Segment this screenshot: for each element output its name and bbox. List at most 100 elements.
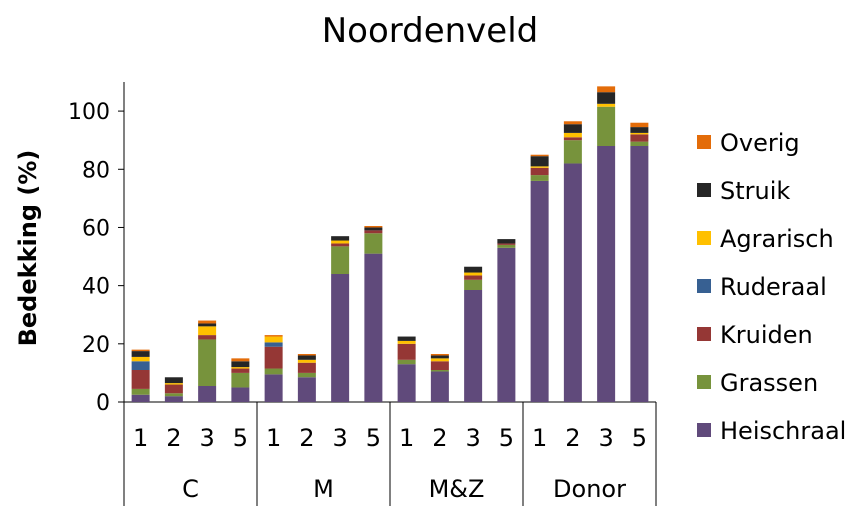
bar-segment-struik [597,92,616,104]
bar-segment-overig [430,354,449,356]
x-category-label: 2 [166,424,181,452]
x-group-label: Donor [553,475,626,503]
bar-segment-overig [231,358,250,362]
x-category-label: 1 [532,424,547,452]
bar-segment-agrarisch [297,359,316,363]
bar-segment-heischraal [198,386,217,402]
legend-swatch [697,135,711,149]
bar-segment-overig [264,335,283,337]
bar-segment-struik [164,377,183,384]
bar-segment-struik [630,127,649,133]
x-category-label: 1 [399,424,414,452]
bar-segment-agrarisch [397,340,416,344]
bar-segment-grassen [331,246,350,274]
bar-segment-grassen [198,339,217,386]
x-category-label: 2 [565,424,580,452]
bar-segment-kruiden [563,137,582,141]
bar-segment-struik [397,336,416,341]
bar-segment-grassen [364,233,383,254]
bar-segment-heischraal [231,387,250,402]
x-group-label: M [313,475,334,503]
bar-segment-kruiden [164,384,183,394]
y-tick-label: 40 [82,275,110,300]
bar-segment-kruiden [497,243,516,245]
bar-segment-grassen [131,388,150,395]
bar-segment-struik [331,236,350,241]
bar-segment-overig [297,354,316,356]
bar-segment-overig [563,121,582,125]
bar-segment-overig [630,122,649,128]
legend-swatch [697,327,711,341]
bar-segment-agrarisch [231,367,250,369]
x-category-label: 3 [199,424,214,452]
bar-segment-grassen [231,372,250,388]
bar-segment-agrarisch [630,132,649,135]
legend-swatch [697,375,711,389]
x-category-label: 3 [598,424,613,452]
bar-segment-grassen [497,244,516,248]
bar-segment-heischraal [530,180,549,402]
bar-segment-struik [131,351,150,357]
bar-segment-heischraal [630,146,649,402]
legend-swatch [697,231,711,245]
bar-segment-ruderaal [264,342,283,347]
bar-segment-overig [597,86,616,93]
y-tick-label: 60 [82,216,110,241]
legend-swatch [697,183,711,197]
bars [131,86,649,402]
x-category-label: 1 [133,424,148,452]
bar-segment-struik [231,361,250,368]
bar-segment-kruiden [297,362,316,373]
bar-segment-heischraal [297,377,316,402]
legend-label: Overig [720,129,800,157]
bar-segment-heischraal [364,253,383,402]
bar-segment-heischraal [264,374,283,402]
bar-segment-heischraal [331,274,350,402]
x-category-label: 5 [233,424,248,452]
bar-segment-struik [364,227,383,231]
x-category-label: 3 [332,424,347,452]
bar-segment-struik [297,355,316,360]
bar-segment-heischraal [164,396,183,402]
bar-segment-heischraal [597,146,616,402]
bar-segment-agrarisch [264,336,283,343]
bar-segment-agrarisch [563,132,582,138]
bar-segment-heischraal [563,163,582,402]
x-category-label: 2 [299,424,314,452]
bar-segment-agrarisch [530,166,549,168]
x-category-label: 5 [366,424,381,452]
bar-segment-struik [530,156,549,167]
legend-label: Heischraal [720,417,846,445]
bar-segment-overig [131,349,150,352]
bar-segment-grassen [530,175,549,181]
bar-segment-struik [198,323,217,327]
x-group-label: M&Z [429,475,485,503]
legend: Overig Struik Agrarisch Ruderaal Kruiden Gras… [697,129,846,445]
x-category-label: 3 [465,424,480,452]
bar-segment-struik [430,355,449,359]
bar-segment-kruiden [397,343,416,360]
x-category-label: 5 [632,424,647,452]
bar-segment-agrarisch [131,356,150,362]
y-tick-label: 20 [82,333,110,358]
bar-segment-agrarisch [597,103,616,107]
bar-segment-grassen [264,368,283,375]
bar-segment-overig [364,226,383,228]
bar-segment-kruiden [198,335,217,340]
bar-segment-heischraal [430,371,449,402]
bar-segment-kruiden [364,230,383,234]
bar-segment-grassen [430,370,449,372]
bar-segment-agrarisch [164,383,183,385]
bar-segment-grassen [297,372,316,378]
bar-segment-grassen [630,141,649,146]
y-axis-label: Bedekking (%) [14,150,42,347]
bar-segment-agrarisch [430,358,449,362]
bar-segment-heischraal [497,247,516,402]
x-category-label: 5 [499,424,514,452]
bar-segment-agrarisch [198,326,217,336]
bar-segment-ruderaal [131,361,150,370]
bar-segment-struik [563,124,582,133]
legend-label: Kruiden [720,321,813,349]
x-group-label: C [182,475,199,503]
legend-label: Struik [720,177,790,205]
